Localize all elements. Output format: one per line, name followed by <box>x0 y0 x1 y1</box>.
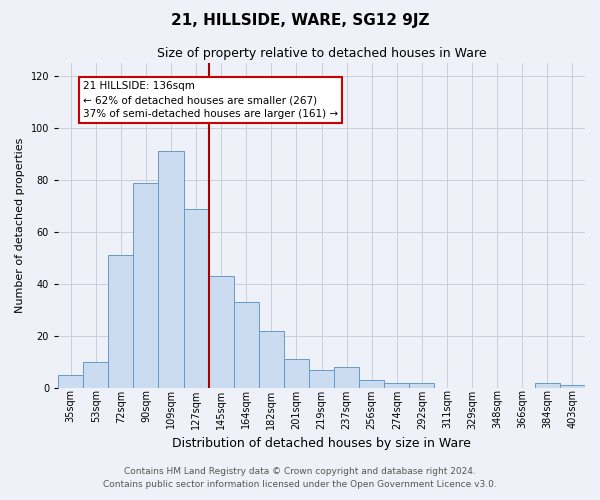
Bar <box>309 370 334 388</box>
Bar <box>58 375 83 388</box>
Bar <box>334 367 359 388</box>
Bar <box>560 386 585 388</box>
Bar <box>158 152 184 388</box>
Text: 21, HILLSIDE, WARE, SG12 9JZ: 21, HILLSIDE, WARE, SG12 9JZ <box>171 12 429 28</box>
Text: 21 HILLSIDE: 136sqm
← 62% of detached houses are smaller (267)
37% of semi-detac: 21 HILLSIDE: 136sqm ← 62% of detached ho… <box>83 81 338 119</box>
Bar <box>133 182 158 388</box>
Bar <box>108 256 133 388</box>
Bar <box>234 302 259 388</box>
X-axis label: Distribution of detached houses by size in Ware: Distribution of detached houses by size … <box>172 437 471 450</box>
Bar <box>535 382 560 388</box>
Bar <box>209 276 234 388</box>
Y-axis label: Number of detached properties: Number of detached properties <box>15 138 25 313</box>
Bar <box>259 330 284 388</box>
Title: Size of property relative to detached houses in Ware: Size of property relative to detached ho… <box>157 48 487 60</box>
Bar <box>184 208 209 388</box>
Bar <box>409 382 434 388</box>
Bar <box>83 362 108 388</box>
Bar <box>284 360 309 388</box>
Bar <box>384 382 409 388</box>
Bar <box>359 380 384 388</box>
Text: Contains HM Land Registry data © Crown copyright and database right 2024.
Contai: Contains HM Land Registry data © Crown c… <box>103 467 497 489</box>
